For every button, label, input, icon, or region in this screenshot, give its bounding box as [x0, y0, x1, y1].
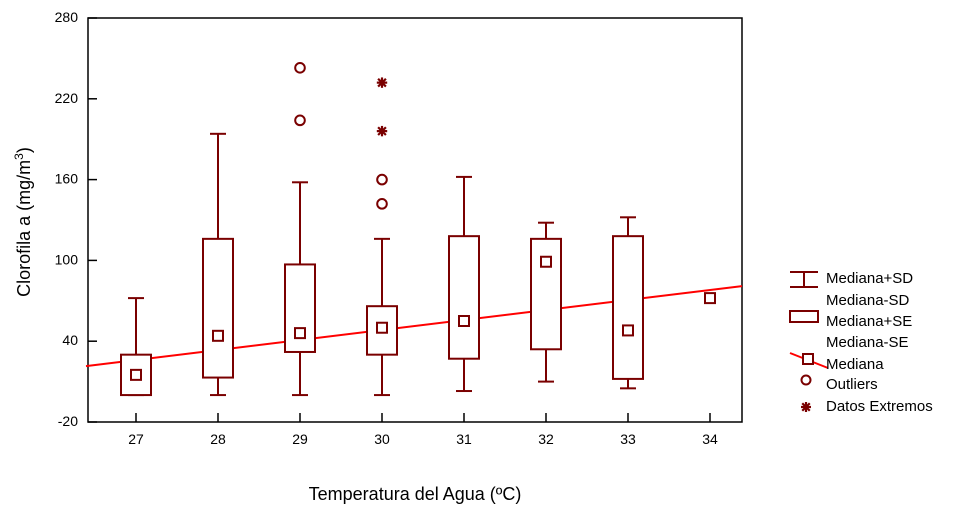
median-marker	[540, 255, 552, 268]
outlier-point	[376, 198, 388, 210]
extreme-point	[376, 125, 388, 137]
box-body	[202, 237, 234, 379]
legend-symbol-box	[789, 310, 819, 323]
legend-symbol-median	[802, 353, 814, 365]
y-ticks-layer: -20 40 100 160 220 280	[55, 9, 97, 429]
median-marker	[294, 327, 306, 340]
median-marker	[376, 321, 388, 334]
outlier-point	[376, 173, 388, 186]
median-marker	[622, 324, 634, 337]
x-axis-tick-label: 33	[620, 431, 636, 447]
legend-item-label: Mediana	[826, 356, 884, 373]
legend-item-label: Outliers	[826, 376, 878, 393]
extreme-point	[376, 77, 388, 88]
legend-item-label: Mediana+SD	[826, 270, 913, 287]
legend-item-label: Datos Extremos	[826, 398, 933, 415]
x-ticks-layer: 27 28 29 30 31 32 33 34	[128, 413, 718, 447]
y-axis-tick-label: 40	[62, 332, 78, 348]
extreme-star-stroke	[377, 126, 387, 136]
points-layer	[294, 62, 388, 210]
y-axis-label: Clorofila a (mg/m3)	[12, 147, 34, 297]
legend-item-label: Mediana+SE	[826, 313, 912, 330]
x-axis-tick-label: 27	[128, 431, 144, 447]
outlier-point	[294, 114, 306, 127]
y-axis-tick-label: -20	[58, 413, 78, 429]
box-body	[530, 237, 562, 351]
median-marker	[212, 329, 224, 342]
legend-layer: Mediana+SD Mediana-SD Mediana+SE Mediana-SE…	[789, 270, 933, 415]
legend-item-label: Mediana-SD	[826, 292, 910, 309]
y-axis-tick-label: 160	[55, 171, 79, 187]
extreme-star-stroke	[801, 402, 811, 412]
legend-symbol-outlier	[800, 374, 812, 386]
median-marker	[458, 315, 470, 327]
x-axis-tick-label: 29	[292, 431, 308, 447]
y-axis-tick-label: 220	[55, 90, 79, 106]
x-axis-tick-label: 31	[456, 431, 472, 447]
x-axis-tick-label: 34	[702, 431, 718, 447]
x-axis-tick-label: 28	[210, 431, 226, 447]
y-axis-label-group: Clorofila a (mg/m3)	[12, 147, 34, 297]
y-axis-tick-label: 100	[55, 251, 79, 267]
x-axis-tick-label: 32	[538, 431, 554, 447]
box-body	[448, 235, 480, 360]
extreme-point	[801, 402, 811, 412]
extreme-star-stroke	[377, 77, 387, 88]
legend-item-label: Mediana-SE	[826, 334, 909, 351]
boxes-layer	[120, 132, 716, 397]
x-axis-tick-label: 30	[374, 431, 390, 447]
outlier-point	[294, 62, 306, 74]
y-axis-tick-label: 280	[55, 9, 79, 25]
x-axis-label: Temperatura del Agua (ºC)	[309, 484, 522, 504]
median-marker	[130, 368, 142, 381]
plot-frame	[87, 17, 743, 423]
box-body	[612, 235, 644, 380]
median-marker	[704, 292, 716, 305]
